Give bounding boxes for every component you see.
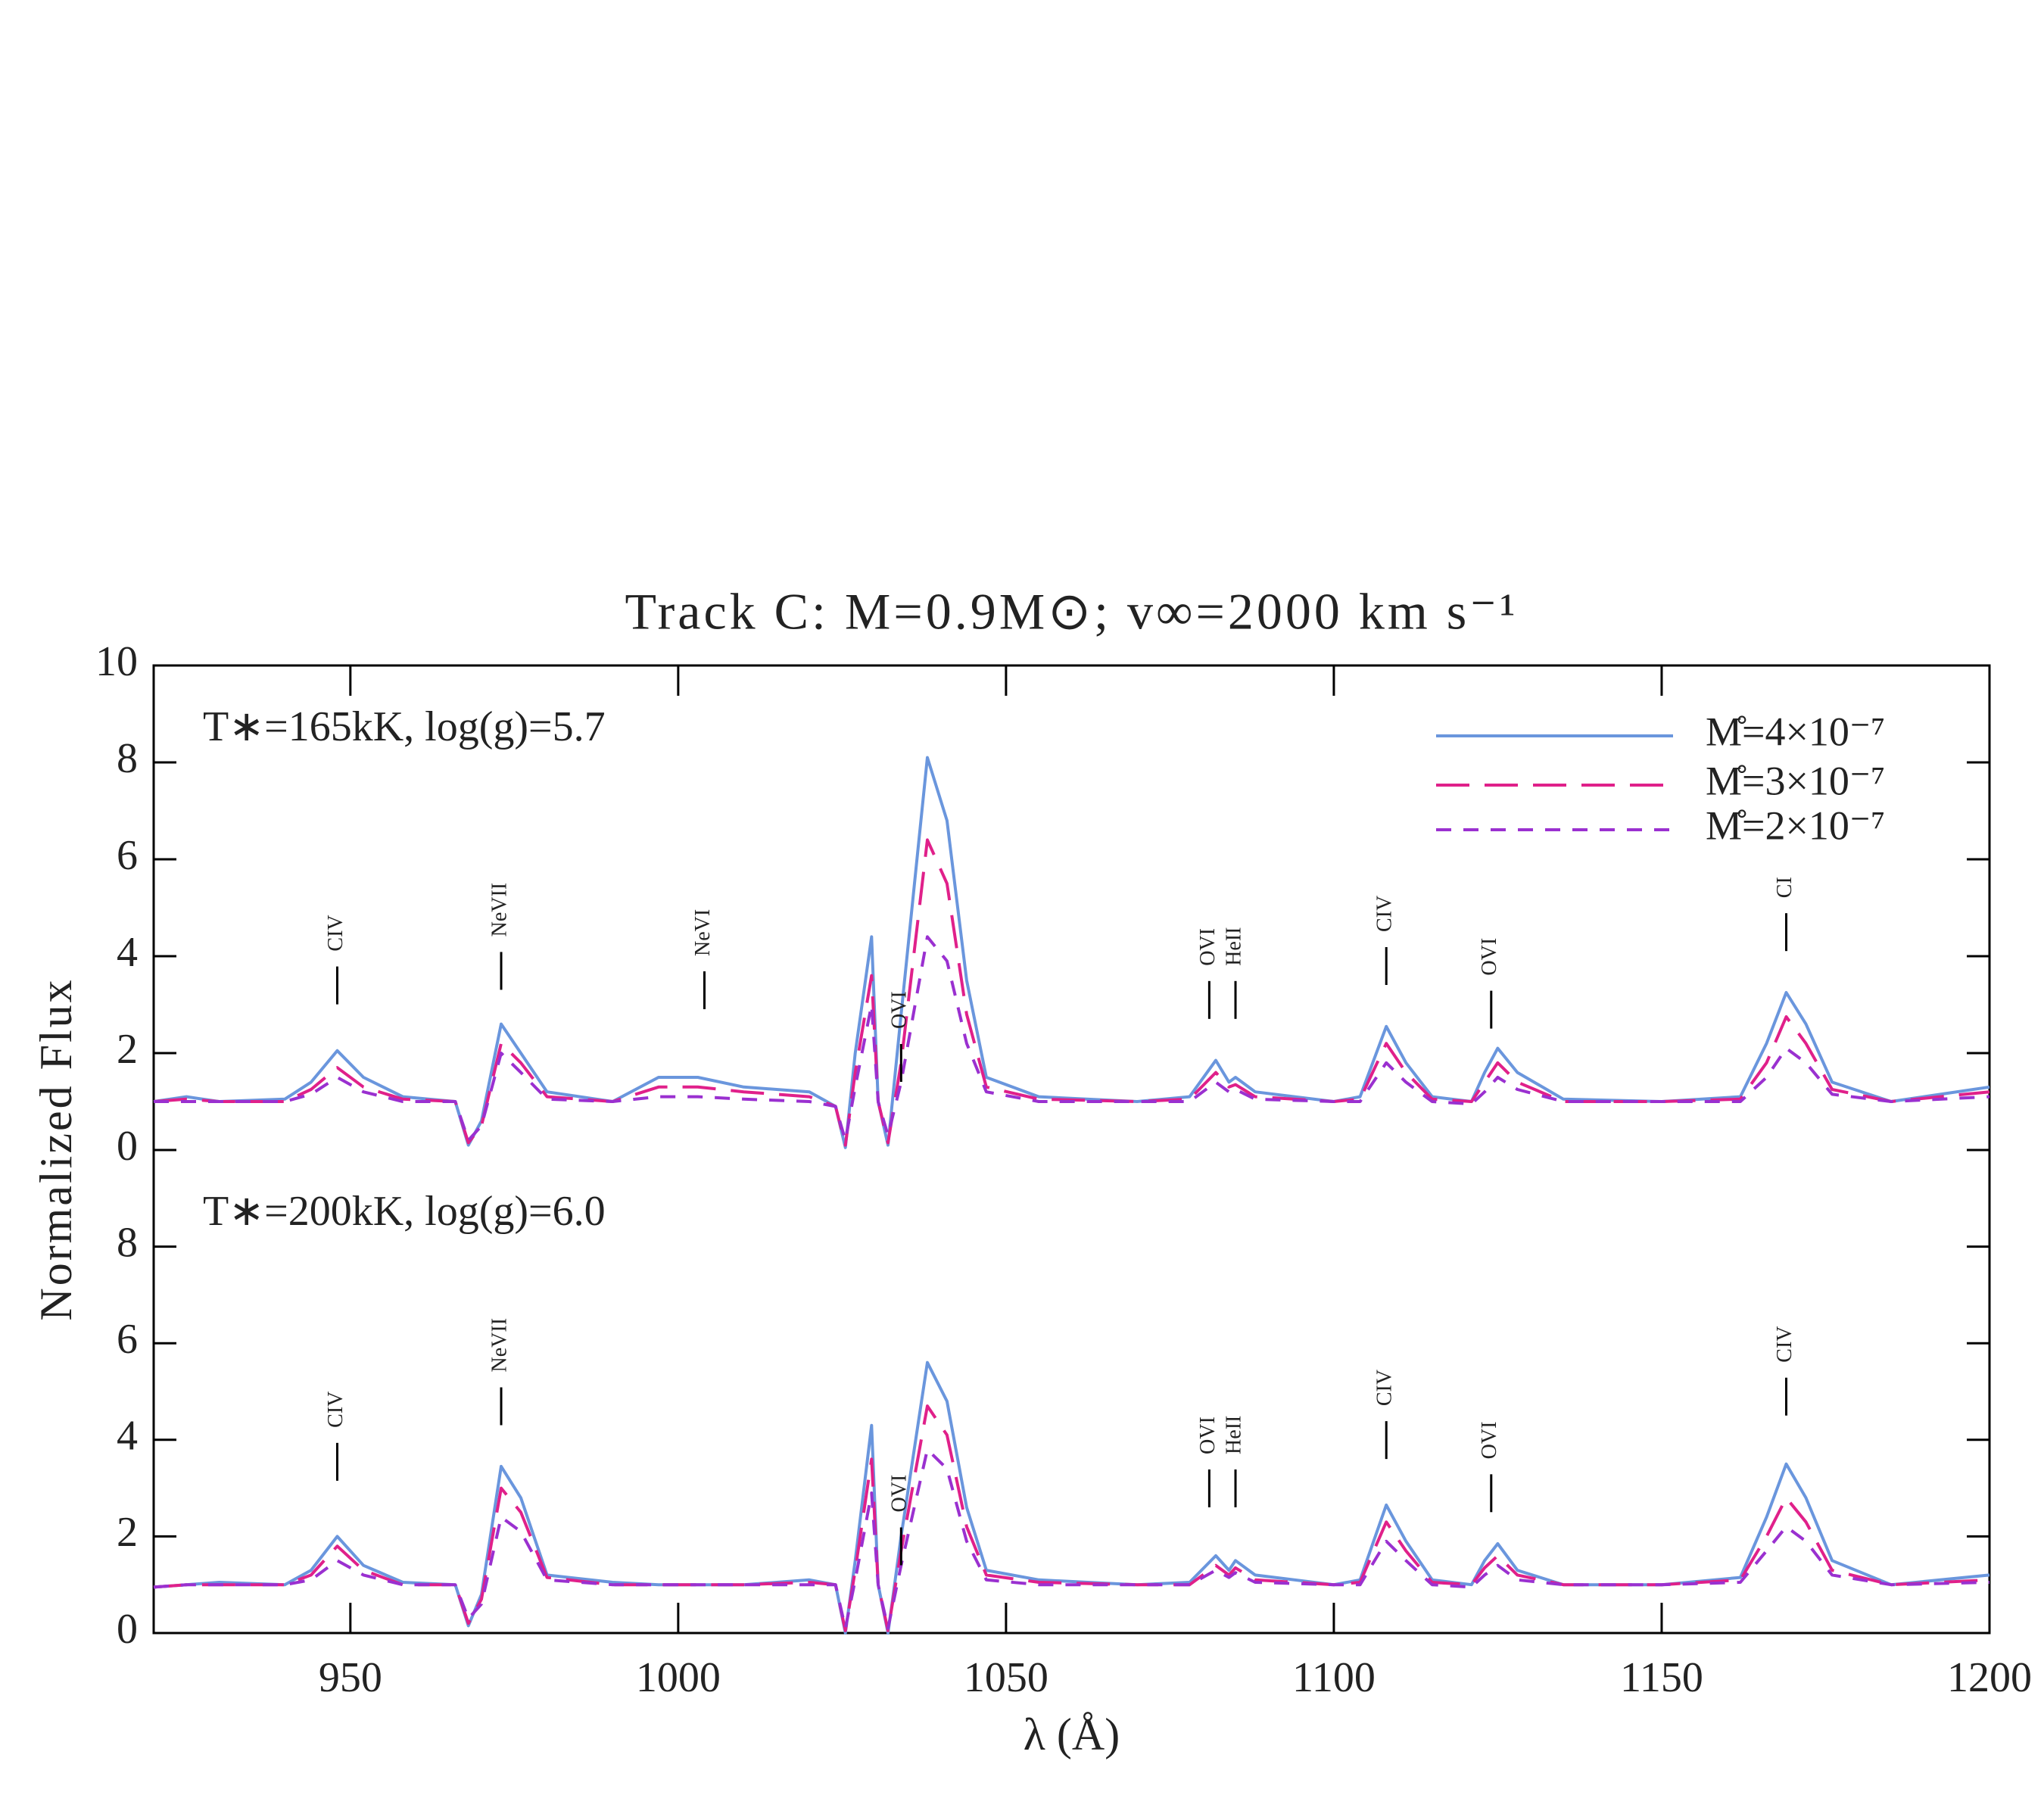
line-id-label: CIV [324, 1392, 347, 1428]
x-tick-label: 1150 [1620, 1654, 1703, 1701]
x-tick-label: 950 [319, 1654, 382, 1701]
line-id-label: OVI [888, 1475, 911, 1513]
spectrum-line [153, 1360, 1990, 1635]
y-tick-label: 6 [117, 832, 138, 879]
y-tick-label: 8 [117, 1219, 138, 1266]
y-tick-label: 0 [117, 1606, 138, 1653]
line-id-label: CI [1773, 877, 1796, 898]
panel-label: T∗=200kK, log(g)=6.0 [203, 1188, 606, 1235]
line-id-label: NeVI [691, 909, 715, 956]
line-id-label: CIV [1773, 1326, 1796, 1362]
legend-label: M̊=2×10⁻⁷ [1706, 803, 1885, 848]
spectrum-line [153, 1448, 1990, 1630]
line-id-label: NeVII [488, 1318, 511, 1373]
line-id-label: OVI [1478, 1422, 1501, 1460]
y-tick-label: 2 [117, 1026, 138, 1073]
line-id-label: OVI [888, 991, 911, 1029]
line-id-label: OVI [1478, 938, 1501, 976]
chart-title: Track C: M=0.9M⊙; v∞=2000 km s⁻¹ [625, 583, 1518, 640]
line-id-label: CIV [324, 915, 347, 951]
spectrum-line [154, 935, 1990, 1142]
line-id-label: HeII [1222, 1416, 1245, 1454]
x-tick-label: 1100 [1292, 1654, 1376, 1701]
x-tick-label: 1200 [1947, 1654, 2032, 1701]
x-tick-label: 1050 [964, 1654, 1048, 1701]
x-axis-label: λ (Å) [1024, 1709, 1120, 1759]
legend-label: M̊=4×10⁻⁷ [1706, 709, 1885, 754]
y-tick-label: 0 [117, 1123, 138, 1170]
y-axis-label: Normalized Flux [31, 977, 81, 1320]
y-tick-label: 10 [95, 638, 138, 685]
line-id-label: NeVII [488, 883, 511, 937]
line-id-label: CIV [1373, 896, 1397, 932]
y-tick-label: 6 [117, 1316, 138, 1363]
y-tick-label: 4 [117, 1413, 138, 1460]
spectrum-line [153, 838, 1990, 1147]
y-tick-label: 2 [117, 1509, 138, 1556]
x-tick-label: 1000 [636, 1654, 721, 1701]
y-tick-label: 4 [117, 929, 138, 976]
y-tick-label: 8 [117, 735, 138, 782]
spectrum-line [153, 756, 1990, 1149]
line-id-label: OVI [1196, 1417, 1220, 1454]
spectrum-line [153, 1404, 1990, 1632]
line-id-label: OVI [1196, 928, 1220, 966]
line-id-label: CIV [1373, 1370, 1397, 1406]
legend-label: M̊=3×10⁻⁷ [1706, 758, 1885, 803]
panel-label: T∗=165kK, log(g)=5.7 [203, 703, 606, 750]
line-id-label: HeII [1222, 927, 1245, 966]
